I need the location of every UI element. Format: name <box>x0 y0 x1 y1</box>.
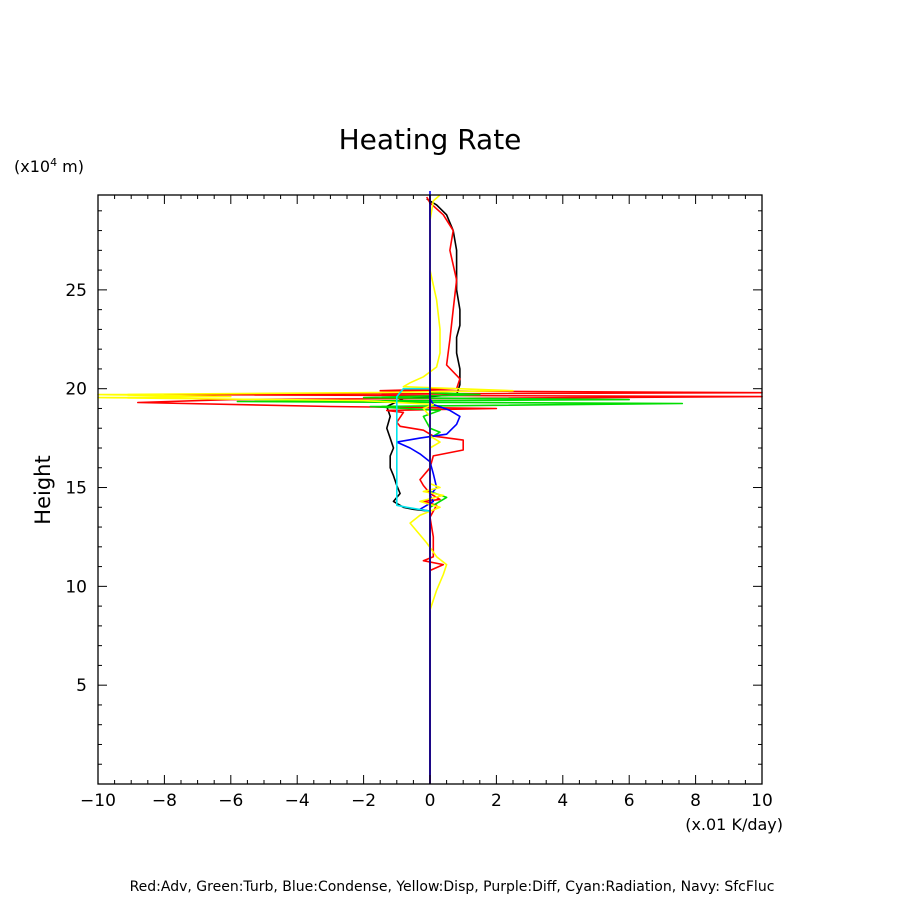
series-line-radiation <box>396 387 431 512</box>
chart-title: Heating Rate <box>339 123 522 156</box>
y-unit-prefix: (x10 <box>14 157 50 176</box>
x-tick-label: −10 <box>80 791 116 811</box>
series-line-adv <box>137 196 763 572</box>
y-unit-exponent: 4 <box>50 156 57 169</box>
x-tick-label: 6 <box>624 791 635 811</box>
y-tick-label: 15 <box>65 479 87 499</box>
y-tick-label: 25 <box>65 281 87 301</box>
x-tick-label: 4 <box>557 791 568 811</box>
y-tick-label: 20 <box>65 380 87 400</box>
legend-footnote: Red:Adv, Green:Turb, Blue:Condense, Yell… <box>130 879 775 895</box>
series-layer <box>97 191 763 784</box>
y-tick-label: 5 <box>76 676 87 696</box>
series-line-condense <box>396 191 461 512</box>
ticks-layer: −10 −8 −6 −4 −2 0 2 4 6 8 10 5 10 15 20 25 <box>65 195 773 811</box>
x-axis-unit: (x.01 K/day) <box>685 815 783 834</box>
x-tick-label: 10 <box>751 791 773 811</box>
series-line-disp <box>97 194 514 611</box>
y-tick-label: 10 <box>65 577 87 597</box>
x-tick-label: −4 <box>285 791 310 811</box>
x-tick-label: −6 <box>218 791 243 811</box>
x-tick-label: 2 <box>491 791 502 811</box>
x-tick-label: −2 <box>351 791 376 811</box>
y-axis-unit: (x104 m) <box>14 156 84 176</box>
x-tick-label: −8 <box>152 791 177 811</box>
y-axis-label: Height <box>31 455 55 524</box>
plot-frame <box>97 194 763 785</box>
x-tick-label: 8 <box>690 791 701 811</box>
x-tick-label: 0 <box>425 791 436 811</box>
y-unit-suffix: m) <box>57 157 84 176</box>
